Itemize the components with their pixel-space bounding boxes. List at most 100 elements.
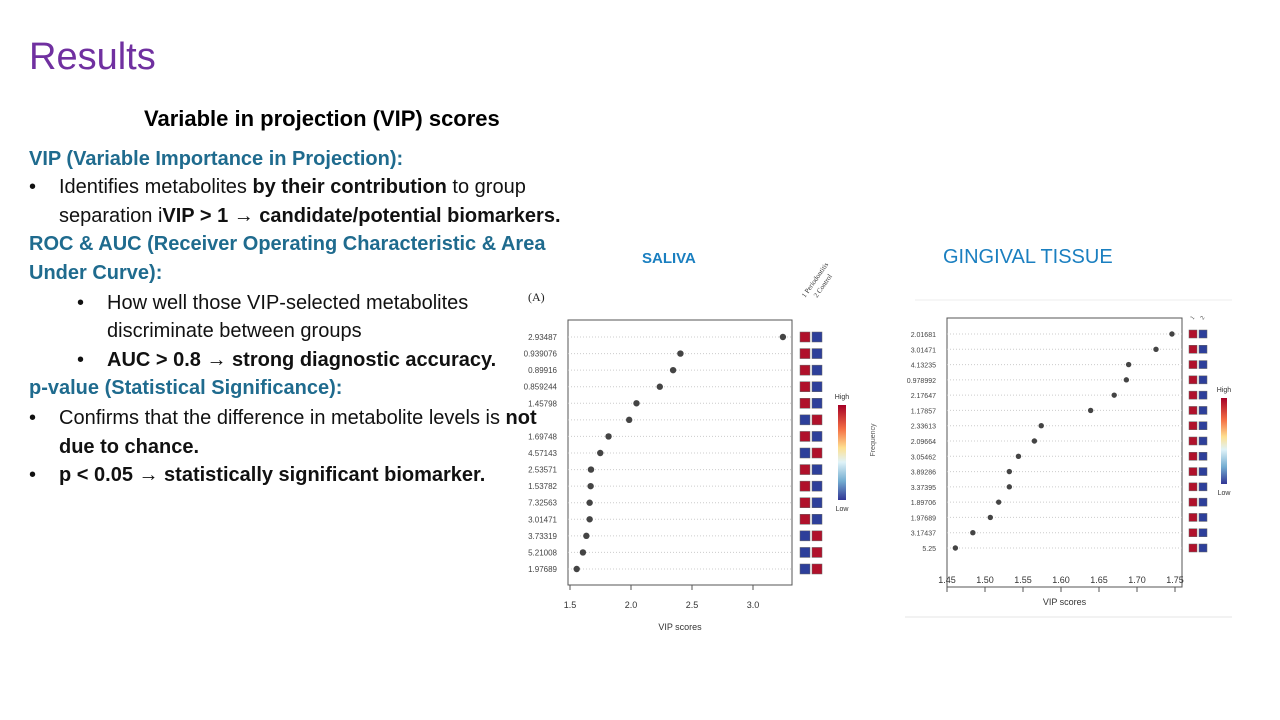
roc-bullet-2: AUC > 0.8 → strong diagnostic accuracy.: [107, 349, 497, 371]
slide-subtitle: Variable in projection (VIP) scores: [144, 106, 500, 131]
gingival-heatmap-cell: [1188, 360, 1198, 369]
gingival-row-label: 1.17857: [911, 408, 936, 415]
saliva-heatmap-cell: [799, 480, 811, 492]
gingival-row-label: 2.33613: [911, 424, 936, 431]
saliva-legend-low: Low: [836, 506, 850, 513]
gingival-heatmap-cell: [1188, 452, 1198, 461]
saliva-x-tick-label: 1.5: [564, 600, 577, 610]
gingival-group-label: 2: [1200, 315, 1207, 321]
p-bullet-1-line-2: due to chance.: [59, 436, 200, 458]
gingival-heatmap-cell: [1188, 406, 1198, 415]
saliva-row-label: 1.69748: [528, 432, 557, 441]
gingival-vip-point: [1123, 377, 1130, 383]
gingival-heatmap-cell: [1198, 436, 1208, 446]
saliva-vip-point: [605, 433, 612, 440]
saliva-heatmap-cell: [799, 364, 811, 376]
saliva-row-label: 5.21008: [528, 548, 557, 557]
saliva-group-label: 2 Control: [812, 273, 834, 299]
gingival-x-tick-label: 1.70: [1128, 575, 1146, 585]
saliva-vip-point: [633, 400, 640, 407]
saliva-heatmap-cell: [799, 381, 811, 392]
saliva-vip-point: [625, 416, 633, 424]
gingival-plot-frame: [946, 317, 1183, 588]
gingival-row-label: 4.13235: [911, 363, 936, 370]
saliva-heatmap-cell: [799, 398, 811, 409]
gingival-heatmap-cell: [1198, 543, 1208, 553]
gingival-heatmap-cell: [1188, 390, 1198, 400]
gingival-heatmap-cell: [1188, 528, 1198, 537]
saliva-heatmap-cell: [799, 530, 811, 542]
saliva-heatmap-cell: [811, 530, 823, 542]
saliva-legend-title: Frequency: [870, 423, 877, 457]
saliva-vip-point: [656, 383, 663, 390]
roc-heading-line-1: ROC & AUC (Receiver Operating Characteri…: [29, 233, 546, 255]
gingival-heatmap-cell: [1198, 375, 1208, 385]
gingival-heatmap-cell: [1188, 497, 1198, 507]
gingival-vip-point: [970, 530, 976, 536]
saliva-heatmap-cell: [811, 514, 823, 525]
gingival-x-tick-label: 1.60: [1052, 575, 1070, 585]
gingival-vip-point: [1015, 453, 1022, 459]
gingival-heatmap-cell: [1188, 482, 1198, 492]
saliva-heatmap-cell: [799, 414, 811, 426]
gingival-heatmap-cell: [1198, 482, 1208, 492]
saliva-vip-point: [586, 499, 593, 506]
gingival-row-label: 3.01471: [911, 347, 936, 354]
bullet: •: [77, 292, 85, 314]
gingival-row-label: 1.97689: [911, 515, 936, 522]
gingival-heatmap-cell: [1198, 390, 1208, 400]
gingival-vip-point: [1006, 484, 1013, 490]
gingival-heatmap-cell: [1188, 543, 1198, 553]
saliva-heatmap-cell: [811, 331, 823, 343]
gingival-heatmap-cell: [1188, 436, 1198, 446]
saliva-heatmap-cell: [799, 331, 811, 343]
saliva-vip-point: [779, 333, 787, 341]
saliva-heatmap-cell: [799, 348, 811, 359]
saliva-vip-point: [669, 366, 677, 374]
saliva-row-label: 0.859244: [524, 383, 558, 392]
bullet: •: [29, 176, 37, 198]
gingival-heatmap-cell: [1198, 406, 1208, 415]
saliva-heatmap-cell: [811, 414, 823, 426]
saliva-row-label: 3.73319: [528, 532, 557, 541]
saliva-row-label: 1.53782: [528, 482, 557, 491]
saliva-row-label: 7.32563: [528, 499, 557, 508]
gingival-vip-point: [987, 514, 994, 521]
gingival-heatmap-cell: [1198, 467, 1208, 476]
saliva-row-label: 0.939076: [524, 350, 558, 359]
saliva-vip-point: [587, 482, 594, 490]
gingival-row-label: 3.89286: [911, 470, 936, 477]
saliva-heatmap-cell: [799, 447, 811, 459]
gingival-vip-point: [1006, 468, 1013, 475]
saliva-vip-point: [573, 565, 580, 573]
gingival-vip-point: [1125, 361, 1132, 368]
gingival-row-label: 1.89706: [911, 500, 936, 507]
saliva-row-label: 2.93487: [528, 333, 557, 342]
saliva-x-tick-label: 3.0: [747, 600, 760, 610]
gingival-x-tick-label: 1.65: [1090, 575, 1108, 585]
saliva-heatmap-cell: [811, 464, 823, 475]
gingival-heatmap-cell: [1198, 528, 1208, 537]
saliva-row-label: 4.57143: [528, 449, 557, 458]
saliva-row-label: 1.97689: [528, 565, 557, 574]
saliva-heatmap-cell: [799, 514, 811, 525]
vip-bullet-line-2: separation iVIP > 1 → candidate/potentia…: [59, 205, 561, 227]
saliva-row-label: 2.53571: [528, 466, 557, 475]
gingival-row-label: 3.37395: [911, 485, 936, 492]
gingival-row-label: 2.17647: [911, 393, 936, 400]
gingival-vip-point: [1111, 392, 1117, 398]
saliva-group-label: 1 Periodontitis: [800, 261, 830, 299]
gingival-heatmap-cell: [1188, 421, 1198, 430]
saliva-row-label: 0.89916: [528, 366, 557, 375]
saliva-x-tick-label: 2.5: [686, 600, 699, 610]
saliva-vip-point: [579, 549, 587, 556]
saliva-heatmap-cell: [811, 447, 823, 459]
p-bullet-1-line-1: Confirms that the difference in metaboli…: [59, 407, 537, 429]
saliva-plot-frame: [567, 319, 793, 586]
gingival-x-tick-label: 1.55: [1014, 575, 1032, 585]
saliva-heatmap-cell: [799, 563, 811, 575]
gingival-heatmap-cell: [1198, 452, 1208, 461]
saliva-heatmap-cell: [811, 431, 823, 442]
gingival-row-label: 0.978992: [907, 378, 936, 385]
gingival-heatmap-cell: [1188, 329, 1198, 339]
